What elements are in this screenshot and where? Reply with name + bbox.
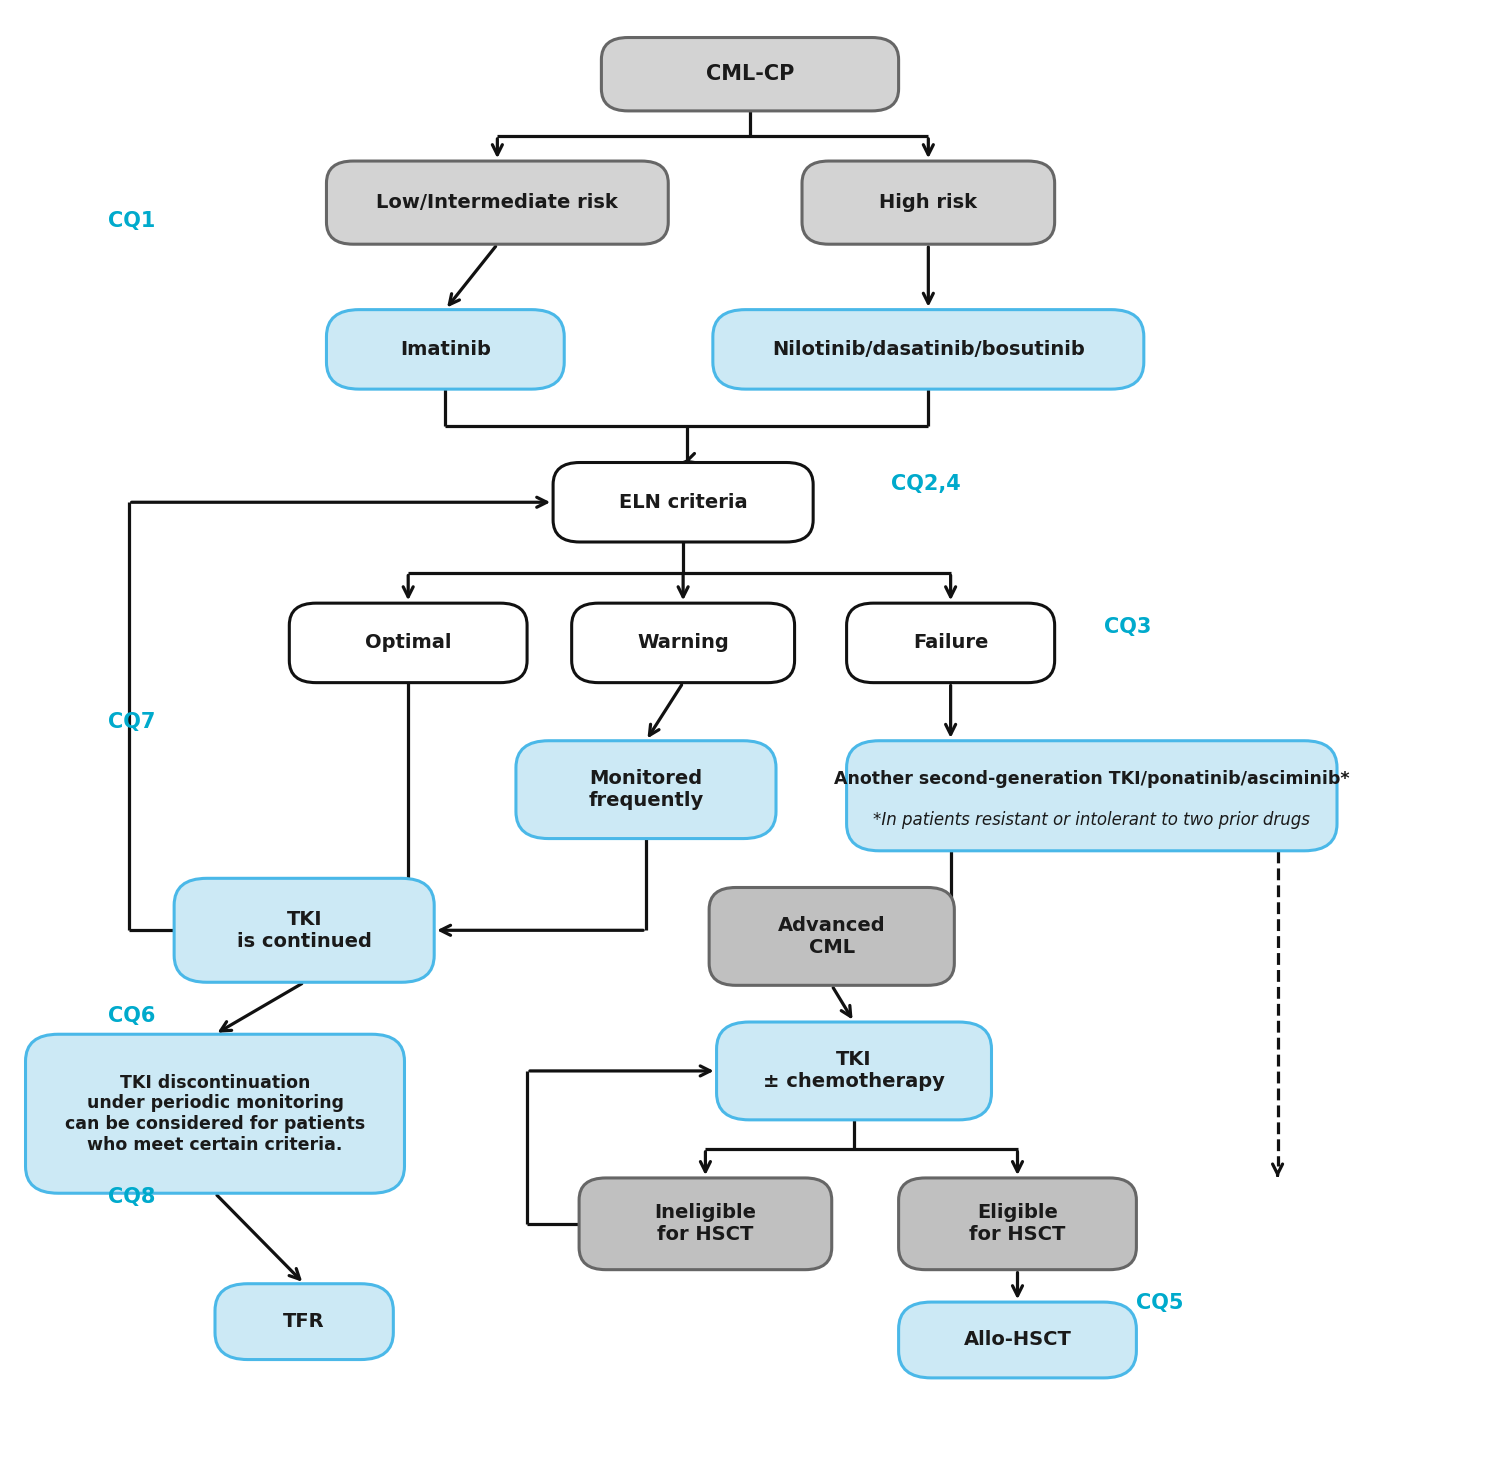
Text: Eligible
for HSCT: Eligible for HSCT xyxy=(969,1203,1065,1244)
Text: CQ1: CQ1 xyxy=(108,211,156,232)
FancyBboxPatch shape xyxy=(712,310,1144,389)
FancyBboxPatch shape xyxy=(174,879,434,982)
Text: Allo-HSCT: Allo-HSCT xyxy=(963,1330,1071,1349)
Text: CQ3: CQ3 xyxy=(1104,616,1150,637)
Text: TKI
± chemotherapy: TKI ± chemotherapy xyxy=(764,1050,945,1091)
Text: Failure: Failure xyxy=(914,634,989,653)
Text: Imatinib: Imatinib xyxy=(400,339,490,358)
Text: CQ6: CQ6 xyxy=(108,1005,156,1026)
Text: Optimal: Optimal xyxy=(364,634,452,653)
Text: Nilotinib/dasatinib/bosutinib: Nilotinib/dasatinib/bosutinib xyxy=(772,339,1084,358)
FancyBboxPatch shape xyxy=(327,310,564,389)
FancyBboxPatch shape xyxy=(554,462,813,542)
Text: *In patients resistant or intolerant to two prior drugs: *In patients resistant or intolerant to … xyxy=(873,812,1310,829)
Text: CQ7: CQ7 xyxy=(108,712,156,733)
Text: Low/Intermediate risk: Low/Intermediate risk xyxy=(376,194,618,213)
Text: Another second-generation TKI/ponatinib/asciminib*: Another second-generation TKI/ponatinib/… xyxy=(834,771,1350,788)
FancyBboxPatch shape xyxy=(898,1177,1137,1269)
FancyBboxPatch shape xyxy=(214,1284,393,1359)
FancyBboxPatch shape xyxy=(516,740,776,839)
FancyBboxPatch shape xyxy=(572,603,795,683)
Text: Warning: Warning xyxy=(638,634,729,653)
Text: TKI discontinuation
under periodic monitoring
can be considered for patients
who: TKI discontinuation under periodic monit… xyxy=(64,1074,364,1154)
Text: CML-CP: CML-CP xyxy=(706,64,794,85)
Text: TFR: TFR xyxy=(284,1313,326,1332)
FancyBboxPatch shape xyxy=(710,887,954,985)
FancyBboxPatch shape xyxy=(327,162,669,245)
Text: Monitored
frequently: Monitored frequently xyxy=(588,769,704,810)
FancyBboxPatch shape xyxy=(717,1021,992,1120)
FancyBboxPatch shape xyxy=(26,1034,405,1193)
Text: CQ8: CQ8 xyxy=(108,1187,156,1206)
Text: Ineligible
for HSCT: Ineligible for HSCT xyxy=(654,1203,756,1244)
FancyBboxPatch shape xyxy=(802,162,1054,245)
FancyBboxPatch shape xyxy=(846,603,1054,683)
FancyBboxPatch shape xyxy=(579,1177,831,1269)
FancyBboxPatch shape xyxy=(290,603,526,683)
FancyBboxPatch shape xyxy=(846,740,1336,851)
FancyBboxPatch shape xyxy=(602,38,898,111)
Text: Advanced
CML: Advanced CML xyxy=(778,916,885,957)
FancyBboxPatch shape xyxy=(898,1303,1137,1378)
Text: ELN criteria: ELN criteria xyxy=(620,492,747,511)
Text: TKI
is continued: TKI is continued xyxy=(237,909,372,951)
Text: CQ5: CQ5 xyxy=(1137,1294,1184,1313)
Text: High risk: High risk xyxy=(879,194,978,213)
Text: CQ2,4: CQ2,4 xyxy=(891,474,962,494)
